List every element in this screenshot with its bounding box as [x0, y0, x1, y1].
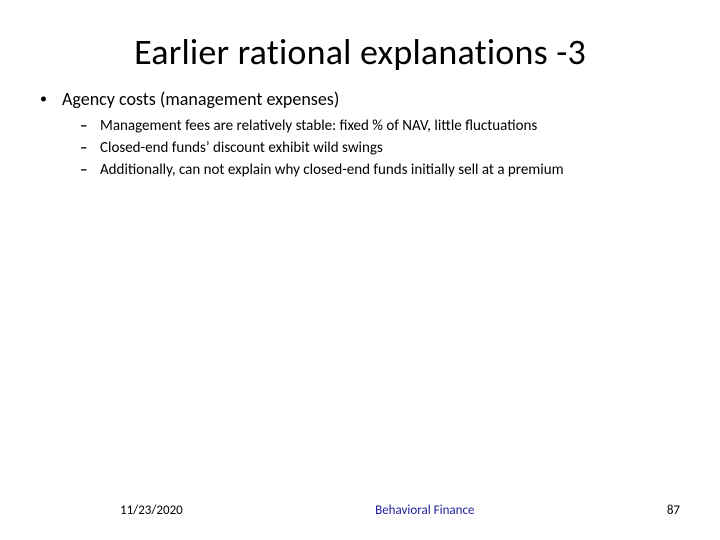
- footer-date: 11/23/2020: [120, 503, 183, 518]
- bullet-l2-text: Additionally, can not explain why closed…: [100, 160, 564, 180]
- bullet-level1: • Agency costs (management expenses): [40, 88, 690, 110]
- bullet-level2: – Closed-end funds’ discount exhibit wil…: [80, 138, 690, 158]
- bullet-l1-marker: •: [40, 88, 62, 110]
- slide-title: Earlier rational explanations -3: [30, 30, 690, 74]
- bullet-l2-marker: –: [80, 138, 100, 158]
- slide-footer: 11/23/2020 Behavioral Finance 87: [0, 503, 720, 518]
- bullet-level2: – Additionally, can not explain why clos…: [80, 160, 690, 180]
- bullet-l2-marker: –: [80, 116, 100, 136]
- bullet-l2-text: Closed-end funds’ discount exhibit wild …: [100, 138, 383, 158]
- bullet-l1-text: Agency costs (management expenses): [62, 88, 339, 110]
- bullet-l2-marker: –: [80, 160, 100, 180]
- footer-page-number: 87: [667, 503, 680, 518]
- bullet-level2: – Management fees are relatively stable:…: [80, 116, 690, 136]
- footer-title: Behavioral Finance: [375, 503, 474, 518]
- slide: Earlier rational explanations -3 • Agenc…: [0, 0, 720, 540]
- bullet-l2-text: Management fees are relatively stable: f…: [100, 116, 537, 136]
